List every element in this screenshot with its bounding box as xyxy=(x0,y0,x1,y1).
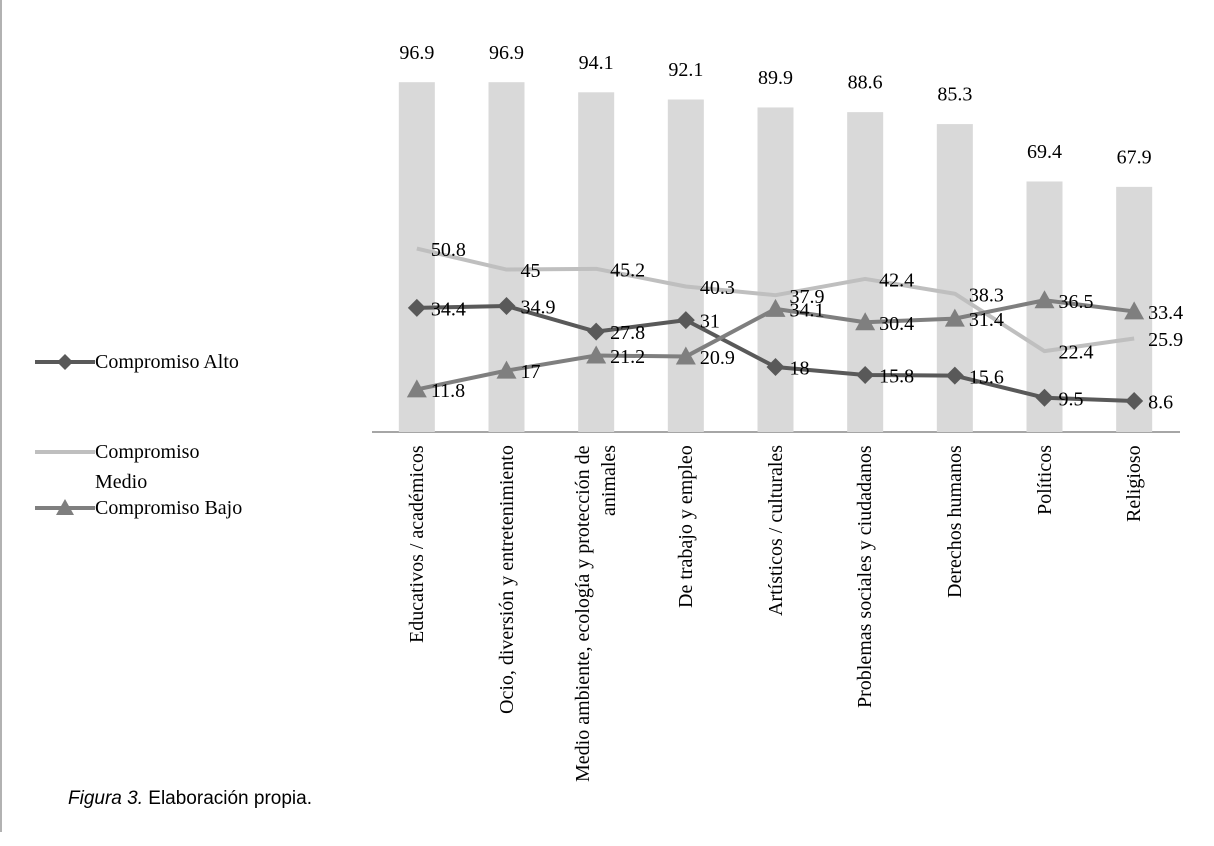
legend-label: Compromiso Alto xyxy=(95,351,239,373)
bar xyxy=(488,82,525,432)
value-label: 18 xyxy=(790,358,810,380)
bar xyxy=(847,112,884,433)
value-label: 40.3 xyxy=(700,277,735,299)
marker xyxy=(406,379,427,398)
x-tick-label: Problemas sociales y ciudadanos xyxy=(854,445,877,708)
value-label: 22.4 xyxy=(1059,342,1094,364)
value-label: 15.6 xyxy=(969,366,1004,388)
x-tick-label: Artísticos / culturales xyxy=(764,445,787,617)
caption-text: Elaboración propia. xyxy=(148,788,312,809)
x-tick-label: Medio ambiente, ecología y protección de… xyxy=(572,445,621,782)
value-label: 21.2 xyxy=(610,346,645,368)
bar xyxy=(578,92,615,432)
bar-value-label: 89.9 xyxy=(758,67,793,89)
legend-marker xyxy=(56,499,74,515)
value-label: 9.5 xyxy=(1059,388,1084,410)
legend-marker xyxy=(57,354,73,370)
marker xyxy=(586,345,607,364)
marker xyxy=(675,346,696,365)
bar-value-label: 94.1 xyxy=(579,52,614,74)
marker xyxy=(855,312,876,331)
bar-value-label: 69.4 xyxy=(1027,141,1062,163)
value-label: 36.5 xyxy=(1059,291,1094,313)
value-label: 50.8 xyxy=(431,239,466,261)
x-tick-label: De trabajo y empleo xyxy=(674,445,697,608)
marker xyxy=(766,358,785,377)
value-label: 34.4 xyxy=(431,298,466,320)
value-label: 30.4 xyxy=(879,313,914,335)
value-label: 11.8 xyxy=(431,380,465,402)
value-label: 15.8 xyxy=(879,366,914,388)
marker xyxy=(856,365,875,384)
bar-value-label: 85.3 xyxy=(937,84,972,106)
bar-value-label: 88.6 xyxy=(848,72,883,94)
marker xyxy=(765,298,786,317)
value-label: 27.8 xyxy=(610,322,645,344)
bar xyxy=(398,82,435,432)
value-label: 20.9 xyxy=(700,347,735,369)
marker xyxy=(1035,388,1054,407)
x-tick-label: Religioso xyxy=(1123,445,1146,522)
legend-label: Compromiso Bajo xyxy=(95,497,243,519)
marker xyxy=(944,308,965,327)
value-label: 25.9 xyxy=(1148,329,1183,351)
value-label: 31.4 xyxy=(969,309,1004,331)
bar-value-label: 96.9 xyxy=(489,42,524,64)
bar-value-label: 67.9 xyxy=(1117,146,1152,168)
value-label: 8.6 xyxy=(1148,392,1173,414)
value-label: 31 xyxy=(700,311,720,333)
value-label: 17 xyxy=(521,361,541,383)
marker xyxy=(945,366,964,385)
marker xyxy=(496,360,517,379)
x-tick-label: Ocio, diversión y entretenimiento xyxy=(495,445,518,714)
x-tick-label: Educativos / académicos xyxy=(405,445,428,643)
bar-value-label: 92.1 xyxy=(668,59,703,81)
marker xyxy=(407,298,426,317)
x-tick-label: Derechos humanos xyxy=(943,445,966,598)
value-label: 33.4 xyxy=(1148,302,1183,324)
value-label: 37.9 xyxy=(790,286,825,308)
caption-label: Figura 3. xyxy=(68,788,143,809)
legend-label: Compromiso Medio xyxy=(95,441,200,493)
line xyxy=(416,246,1135,354)
bar xyxy=(667,99,704,433)
value-label: 34.1 xyxy=(790,299,825,321)
bar-value-label: 96.9 xyxy=(399,42,434,64)
bar xyxy=(936,124,973,432)
value-label: 45.2 xyxy=(610,259,645,281)
marker xyxy=(1125,391,1144,410)
x-tick-label: Políticos xyxy=(1033,445,1056,516)
marker xyxy=(676,311,695,330)
marker xyxy=(587,322,606,341)
value-label: 34.9 xyxy=(521,297,556,319)
marker xyxy=(497,297,516,316)
value-label: 38.3 xyxy=(969,284,1004,306)
value-label: 42.4 xyxy=(879,270,914,292)
marker xyxy=(1124,301,1145,320)
marker xyxy=(1034,290,1055,309)
caption: Figura 3. Elaboración propia. xyxy=(68,788,312,810)
bar xyxy=(757,107,794,432)
value-label: 45 xyxy=(521,260,541,282)
